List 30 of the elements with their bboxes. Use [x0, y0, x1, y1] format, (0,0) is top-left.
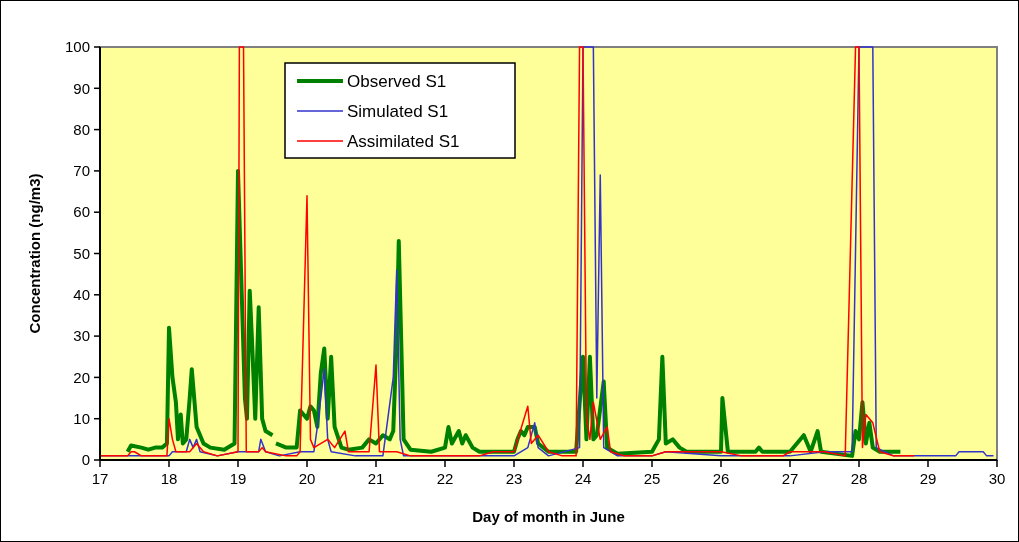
x-tick-label: 20 — [298, 470, 316, 487]
y-tick-label: 0 — [81, 451, 90, 469]
y-tick-label: 100 — [64, 38, 90, 56]
x-tick-label: 29 — [919, 470, 937, 487]
y-tick-label: 60 — [73, 203, 90, 221]
y-tick-label: 20 — [73, 368, 90, 386]
y-tick-label: 40 — [73, 286, 90, 304]
x-tick-label: 21 — [367, 470, 385, 487]
x-tick-label: 25 — [643, 470, 661, 487]
legend-label: Simulated S1 — [347, 101, 449, 121]
x-tick-label: 17 — [91, 470, 109, 487]
x-axis-title: Day of month in June — [472, 508, 625, 525]
x-tick-label: 24 — [574, 470, 592, 487]
legend-label: Assimilated S1 — [347, 131, 460, 151]
legend-label: Observed S1 — [347, 71, 447, 91]
y-tick-label: 50 — [73, 244, 90, 262]
y-tick-label: 30 — [73, 327, 90, 345]
x-tick-label: 19 — [229, 470, 247, 487]
x-tick-label: 30 — [988, 470, 1006, 487]
y-tick-label: 10 — [73, 409, 90, 427]
x-tick-label: 23 — [505, 470, 523, 487]
y-tick-label: 90 — [73, 79, 90, 97]
y-tick-label: 70 — [73, 162, 90, 180]
y-tick-label: 80 — [73, 120, 90, 138]
x-tick-label: 22 — [436, 470, 454, 487]
x-tick-label: 28 — [850, 470, 868, 487]
y-axis-title: Concentration (ng/m3) — [26, 173, 43, 334]
x-tick-label: 18 — [160, 470, 178, 487]
x-tick-label: 27 — [781, 470, 799, 487]
x-tick-label: 26 — [712, 470, 730, 487]
